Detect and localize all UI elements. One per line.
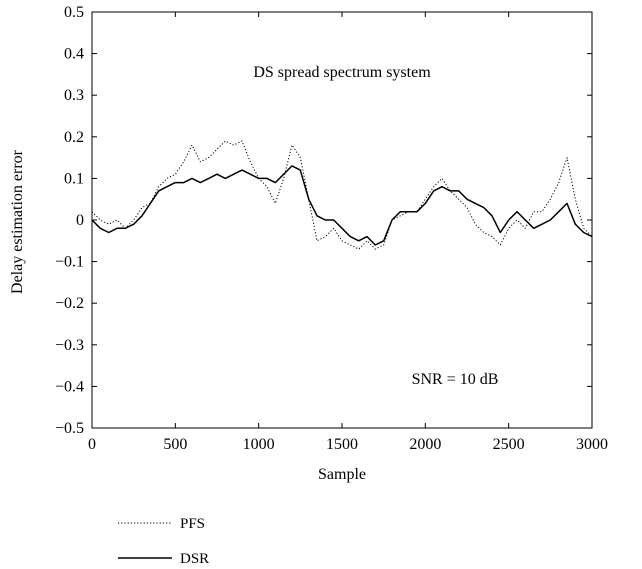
y-tick-label: −0.3 <box>55 337 84 354</box>
y-tick-label: 0.2 <box>64 129 84 146</box>
legend: PFS DSR <box>118 516 209 567</box>
tick-group: 0 500 1000 1500 2000 2500 3000 −0.5 −0.4 −0.3 −0.2… <box>55 4 608 453</box>
y-tick-label: 0.4 <box>64 46 84 63</box>
x-tick-label: 2500 <box>493 436 525 453</box>
series-line-pfs <box>91 140 593 250</box>
legend-dsr-label: DSR <box>180 551 209 567</box>
y-axis-label: Delay estimation error <box>9 149 26 294</box>
y-tick-label: 0.1 <box>64 170 84 187</box>
x-axis-label: Sample <box>318 466 366 483</box>
chart-title: DS spread spectrum system <box>253 64 431 81</box>
x-tick-label: 0 <box>88 436 96 453</box>
y-tick-label: −0.2 <box>55 295 84 312</box>
x-tick-label: 1500 <box>326 436 358 453</box>
x-tick-label: 1000 <box>243 436 275 453</box>
legend-pfs-label: PFS <box>180 516 205 532</box>
y-tick-label: −0.1 <box>55 254 84 271</box>
y-tick-label: 0.5 <box>64 4 84 21</box>
y-tick-label: 0 <box>76 212 84 229</box>
x-tick-label: 500 <box>163 436 187 453</box>
series-line-dsr <box>91 165 593 246</box>
series-group <box>91 140 593 250</box>
x-tick-label: 3000 <box>576 436 608 453</box>
y-tick-label: −0.5 <box>55 420 84 437</box>
x-tick-label: 2000 <box>409 436 441 453</box>
snr-annotation: SNR = 10 dB <box>412 371 499 388</box>
y-tick-label: 0.3 <box>64 87 84 104</box>
y-tick-label: −0.4 <box>55 378 84 395</box>
